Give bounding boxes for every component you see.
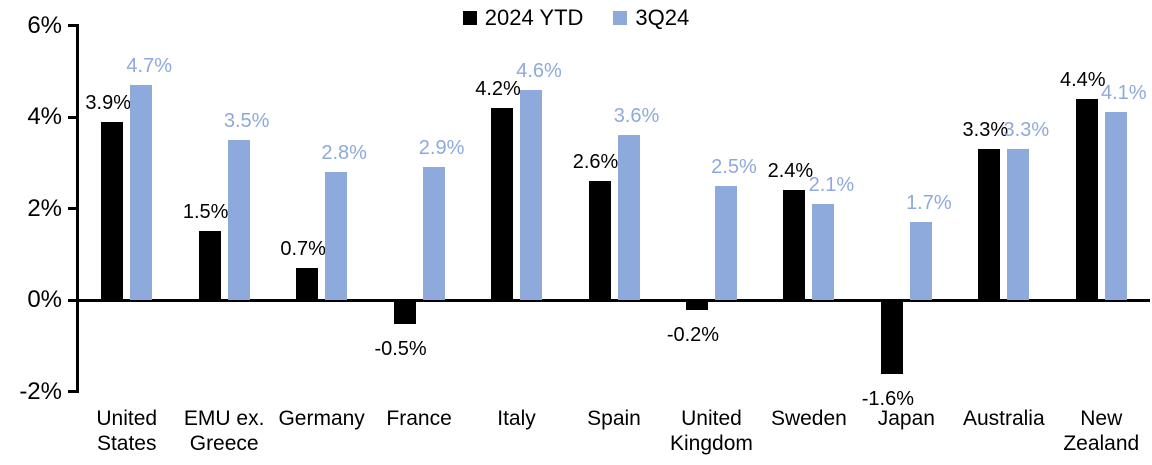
bar-3q24 — [714, 185, 737, 300]
bar-value-label: 1.5% — [182, 201, 229, 224]
bar-2024-ytd — [393, 301, 416, 324]
bar-3q24 — [325, 171, 348, 300]
bar-2024-ytd — [1075, 98, 1098, 300]
bar-value-label: 2.1% — [808, 173, 855, 196]
y-tick-mark — [68, 390, 76, 393]
bar-value-label: 3.5% — [223, 109, 270, 132]
category-label: Sweden — [770, 407, 847, 430]
bar-value-label: 2.5% — [711, 155, 757, 178]
category-label: Spain — [587, 407, 641, 430]
bar-2024-ytd — [880, 301, 903, 375]
bar-2024-ytd — [978, 149, 1001, 300]
y-tick-mark — [68, 24, 76, 27]
chart-legend: 2024 YTD 3Q24 — [0, 5, 1152, 31]
bar-3q24 — [1104, 112, 1127, 300]
bar-value-label: 2.9% — [418, 137, 465, 160]
bar-value-label: 3.9% — [85, 91, 132, 114]
category-label: New Zealand — [1063, 407, 1140, 455]
bar-2024-ytd — [198, 231, 221, 300]
bar-value-label: 4.7% — [126, 54, 173, 77]
bar-3q24 — [520, 89, 543, 300]
bar-value-label: -0.5% — [374, 337, 427, 360]
y-tick-mark — [68, 115, 76, 119]
bar-2024-ytd — [101, 121, 124, 300]
bar-value-label: 2.4% — [767, 160, 814, 183]
legend-item-2024-ytd: 2024 YTD — [462, 5, 584, 31]
category-label: Australia — [962, 407, 1045, 430]
bar-3q24 — [617, 135, 640, 300]
bar-3q24 — [227, 139, 250, 300]
bar-value-label: -0.2% — [666, 324, 720, 347]
legend-swatch-2024-ytd-icon — [462, 11, 477, 25]
y-tick-label: 0% — [27, 286, 62, 313]
bar-value-label: 0.7% — [280, 237, 326, 260]
bar-3q24 — [422, 167, 445, 300]
bar-value-label: 4.2% — [475, 77, 521, 100]
category-label: Italy — [497, 407, 536, 430]
bar-value-label: 3.3% — [1003, 119, 1050, 142]
legend-swatch-3q24-icon — [613, 11, 628, 25]
y-tick-label: 2% — [27, 194, 62, 222]
legend-label-3q24: 3Q24 — [635, 5, 690, 30]
category-label: United States — [96, 407, 158, 455]
bar-value-label: 2.6% — [572, 151, 619, 174]
y-axis-line — [76, 24, 79, 393]
y-tick-label: -2% — [19, 377, 62, 405]
y-tick-mark — [68, 207, 76, 210]
bar-2024-ytd — [491, 107, 514, 300]
category-label: EMU ex. Greece — [183, 407, 265, 455]
bar-2024-ytd — [783, 190, 806, 300]
category-label: France — [386, 407, 452, 430]
bar-value-label: 3.6% — [613, 105, 660, 128]
bar-value-label: 4.4% — [1059, 68, 1106, 91]
bar-3q24 — [1007, 149, 1030, 300]
category-label: Germany — [278, 407, 365, 430]
category-label: United Kingdom — [670, 407, 753, 455]
bar-2024-ytd — [588, 181, 611, 300]
y-tick-label: 4% — [27, 103, 62, 130]
bar-value-label: 2.8% — [321, 141, 367, 164]
bar-2024-ytd — [296, 267, 319, 300]
bar-value-label: 1.7% — [906, 192, 952, 215]
x-axis-baseline — [76, 299, 1150, 302]
bar-value-label: -1.6% — [861, 388, 914, 411]
bar-3q24 — [909, 222, 932, 300]
y-tick-mark — [68, 298, 76, 302]
bar-value-label: 3.3% — [962, 119, 1009, 142]
legend-label-2024-ytd: 2024 YTD — [484, 5, 584, 30]
bar-value-label: 4.1% — [1100, 82, 1147, 105]
legend-item-3q24: 3Q24 — [613, 5, 689, 31]
bar-value-label: 4.6% — [516, 59, 562, 82]
bar-2024-ytd — [685, 301, 708, 311]
bar-3q24 — [130, 84, 153, 300]
category-label: Japan — [877, 407, 935, 430]
bar-3q24 — [812, 203, 835, 300]
y-tick-label: 6% — [27, 11, 62, 39]
